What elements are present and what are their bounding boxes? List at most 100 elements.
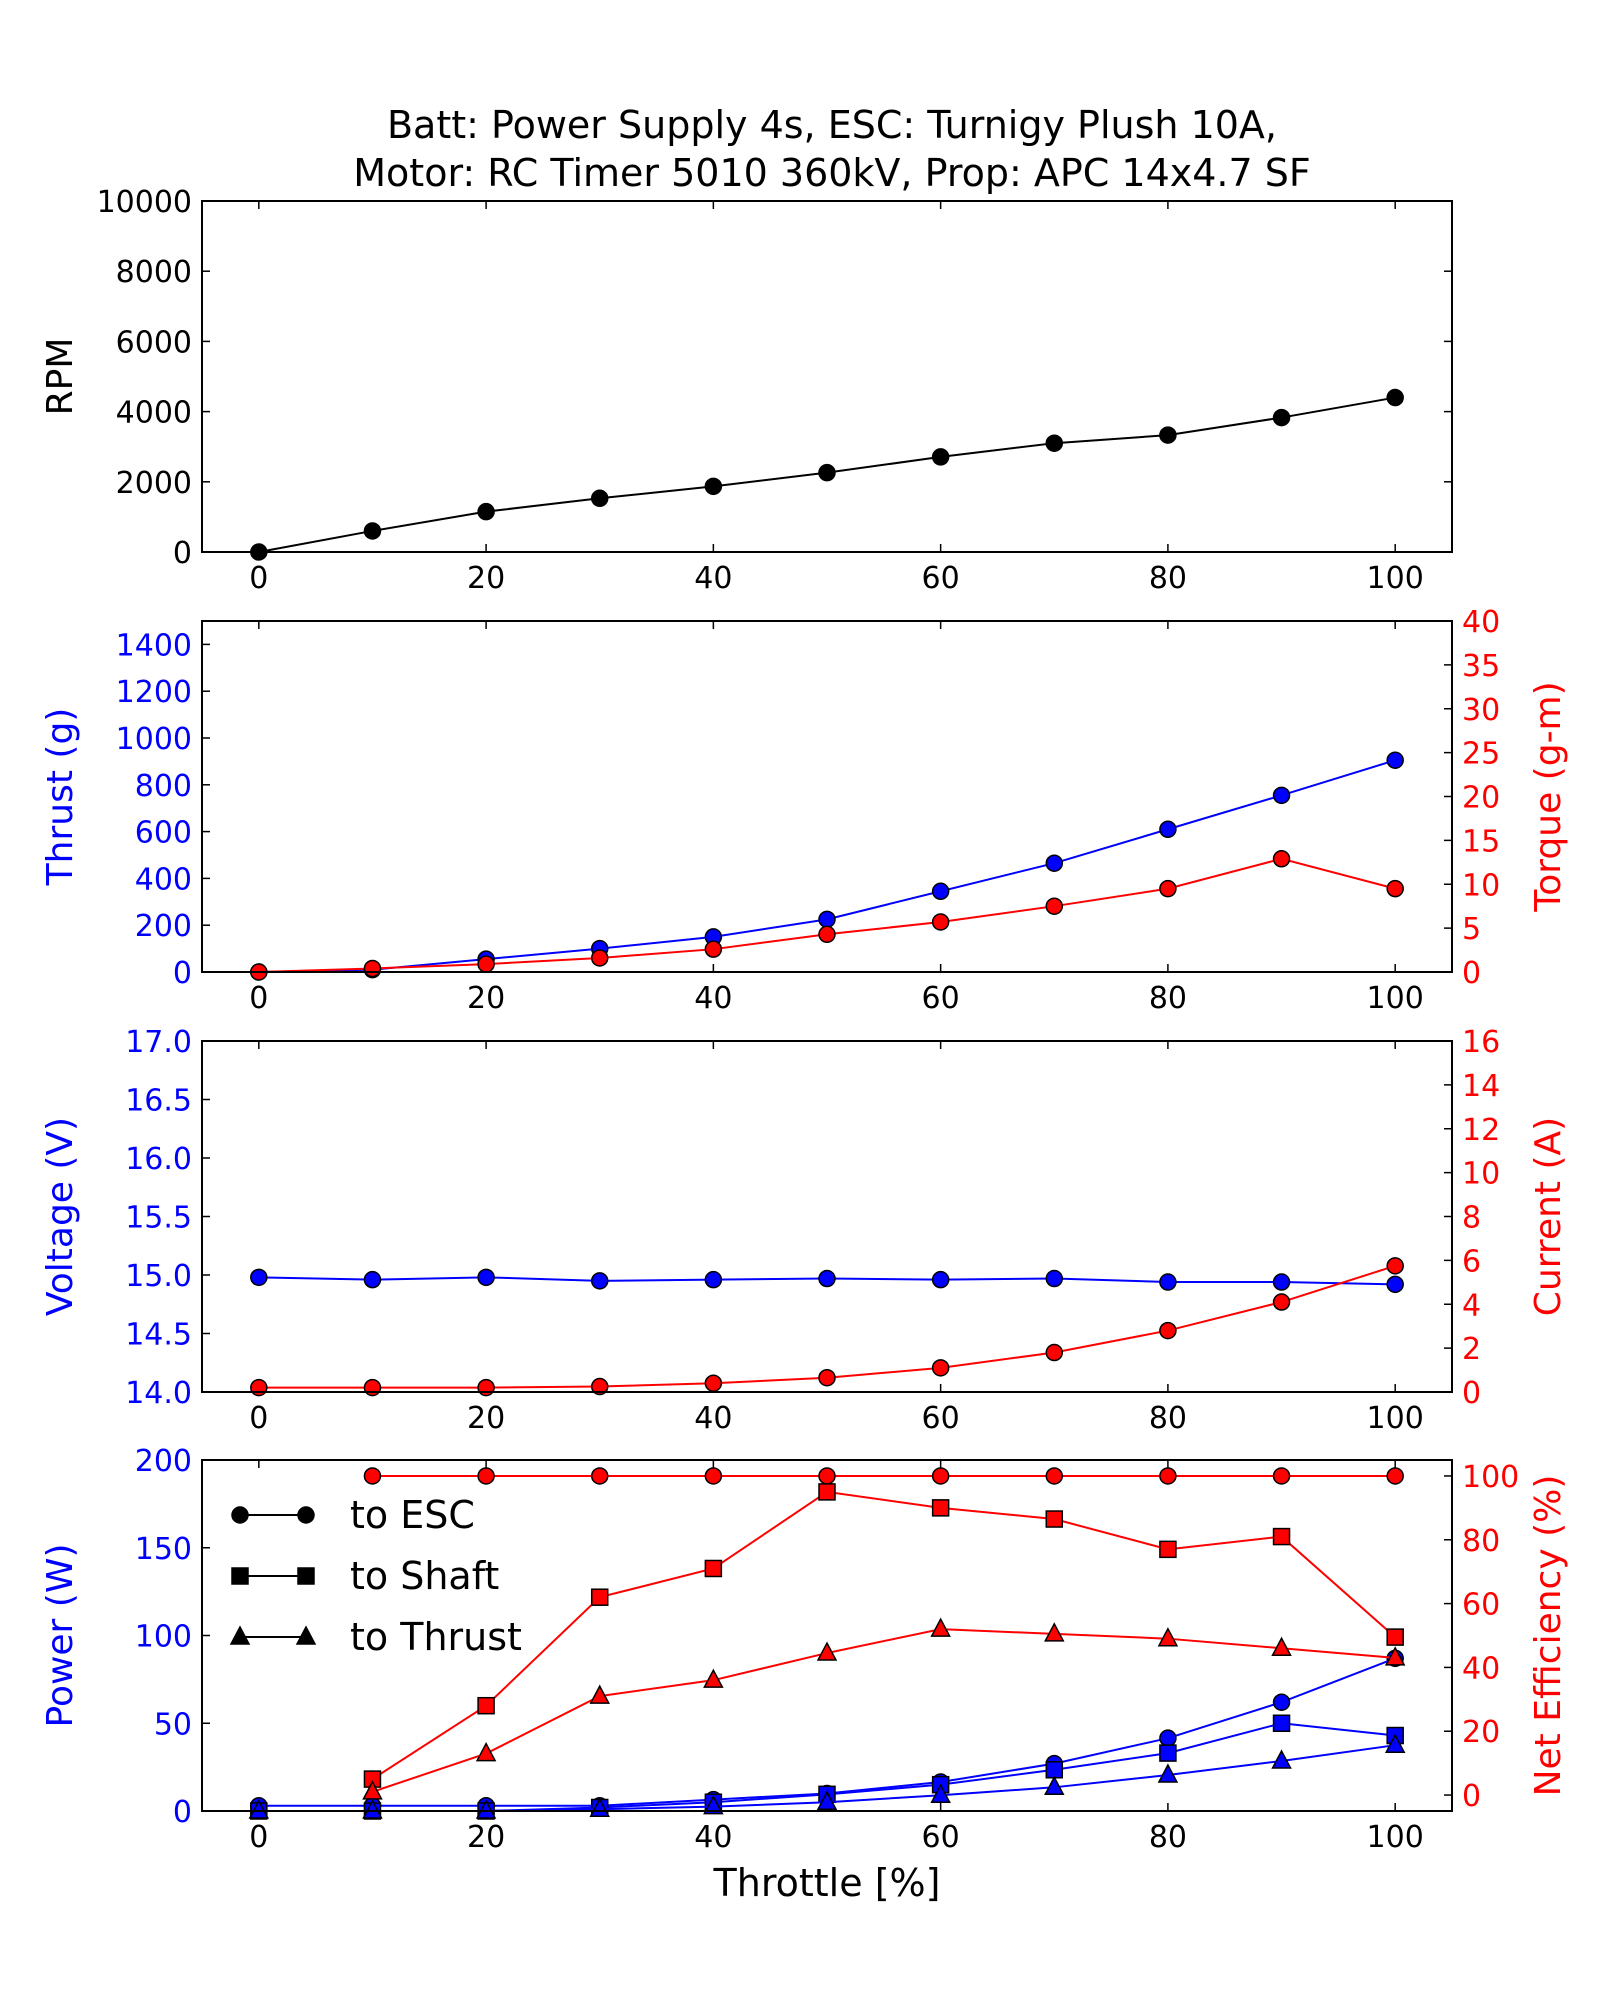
data-point [1272, 1273, 1291, 1291]
data-point [362, 1799, 383, 1819]
data-point [703, 1668, 724, 1688]
y-axis-label: Power (W) [40, 1544, 81, 1728]
y-tick-label: 10000 [97, 185, 192, 220]
y-tick-label: 8000 [116, 255, 192, 290]
y-tick-label: 0 [173, 1795, 192, 1830]
data-point [1157, 1627, 1179, 1647]
data-point [477, 1696, 495, 1715]
chart-panel-4: 0 20 40 60 80 100 0 50 100 150 200 0 20 40 60 80 100 Powe… [40, 1444, 1569, 1905]
data-point [704, 477, 723, 496]
series-2 [250, 850, 1404, 981]
series-line [371, 1490, 1396, 1780]
y2-tick-label: 16 [1462, 1025, 1500, 1060]
data-point [1045, 1343, 1064, 1362]
y-tick-label: 15.0 [125, 1259, 192, 1294]
y2-tick-label: 14 [1462, 1069, 1500, 1104]
plot-frame [201, 200, 1453, 553]
data-point [818, 925, 836, 944]
x-tick-label: 40 [694, 1820, 732, 1855]
data-point [1044, 1775, 1065, 1796]
y-tick-label: 14.0 [125, 1376, 192, 1411]
y2-axis-label: Torque (g-m) [1528, 681, 1569, 912]
data-point [477, 502, 495, 521]
chart-panel-2: 0 20 40 60 80 1000200400600800100012001400051… [40, 605, 1569, 1016]
legend-marker [231, 1567, 249, 1585]
y2-tick-label: 12 [1462, 1113, 1500, 1148]
y-tick-label: 1000 [116, 722, 192, 757]
data-point [477, 1467, 495, 1485]
data-point [704, 940, 723, 958]
data-point [589, 1684, 610, 1704]
legend-marker [229, 1625, 251, 1645]
data-point [703, 1795, 724, 1815]
chart-title-line1: Batt: Power Supply 4s, ESC: Turnigy Plus… [387, 103, 1277, 147]
data-point [477, 1268, 495, 1287]
legend-marker [297, 1567, 315, 1585]
data-point [931, 1359, 950, 1377]
chart-panel-1: 0 20 40 60 80 100 0 2000 4000 6000 8000 10000 RPM [40, 185, 1453, 596]
series-5 [363, 1483, 1404, 1788]
data-point [477, 1378, 495, 1397]
legend-label: to Thrust [350, 1615, 522, 1659]
data-point [475, 1799, 497, 1819]
data-point [363, 1467, 382, 1485]
x-tick-label: 60 [922, 981, 960, 1016]
data-point [704, 1270, 723, 1289]
y2-tick-label: 35 [1462, 649, 1500, 684]
data-point [590, 489, 609, 508]
y-axis-label: RPM [40, 338, 81, 416]
y2-tick-label: 60 [1462, 1588, 1500, 1623]
y-tick-label: 400 [135, 862, 192, 897]
y-tick-label: 800 [135, 769, 192, 804]
data-point [1159, 1321, 1177, 1340]
data-point [1386, 1467, 1404, 1485]
y2-axis-label: Current (A) [1528, 1117, 1569, 1316]
data-point [250, 1378, 268, 1397]
series-4 [363, 1467, 1404, 1485]
plot-frame [201, 1459, 1453, 1812]
data-point [818, 1368, 836, 1387]
x-tick-label: 60 [922, 1401, 960, 1436]
y-tick-label: 100 [135, 1620, 192, 1655]
y2-tick-label: 40 [1462, 605, 1500, 640]
data-point [1045, 1467, 1064, 1485]
data-point [1045, 1269, 1064, 1288]
plot-frame [201, 1040, 1453, 1393]
data-point [590, 1467, 609, 1485]
data-point [475, 1741, 497, 1762]
data-point [1272, 1527, 1291, 1546]
y-tick-label: 16.5 [125, 1084, 192, 1119]
data-point [1159, 426, 1177, 444]
y-tick-label: 1400 [116, 628, 192, 663]
data-point [930, 1783, 951, 1803]
data-point [1272, 408, 1291, 427]
legend: to ESC to Shaft to Thrust [229, 1493, 522, 1659]
data-point [362, 1780, 383, 1800]
data-point [1271, 1749, 1292, 1769]
y2-tick-label: 5 [1462, 912, 1481, 947]
data-point [931, 1467, 950, 1485]
y-tick-label: 2000 [116, 466, 192, 501]
x-tick-label: 80 [1149, 1820, 1187, 1855]
data-point [818, 1483, 836, 1501]
series-line [258, 1657, 1396, 1807]
y2-tick-label: 30 [1462, 693, 1500, 728]
data-point [1159, 1540, 1177, 1559]
data-point [704, 1467, 723, 1485]
data-point [931, 1499, 950, 1517]
y-tick-label: 6000 [116, 325, 192, 360]
data-point [363, 522, 382, 540]
chart-panel-3: 0 20 40 60 80 10014.014.515.015.516.016.517.0… [40, 1025, 1569, 1436]
data-point [1159, 1744, 1177, 1762]
x-tick-label: 100 [1367, 1820, 1424, 1855]
x-axis-label: Throttle [%] [713, 1861, 941, 1905]
y2-axis-label: Net Efficiency (%) [1528, 1475, 1569, 1797]
data-point [1045, 897, 1064, 915]
data-point [704, 1374, 723, 1392]
y2-tick-label: 15 [1462, 824, 1500, 859]
data-point [1159, 1729, 1177, 1747]
y-tick-label: 200 [135, 1444, 192, 1479]
y-tick-label: 0 [173, 536, 192, 571]
x-tick-label: 20 [467, 981, 505, 1016]
data-point [1272, 1693, 1291, 1711]
